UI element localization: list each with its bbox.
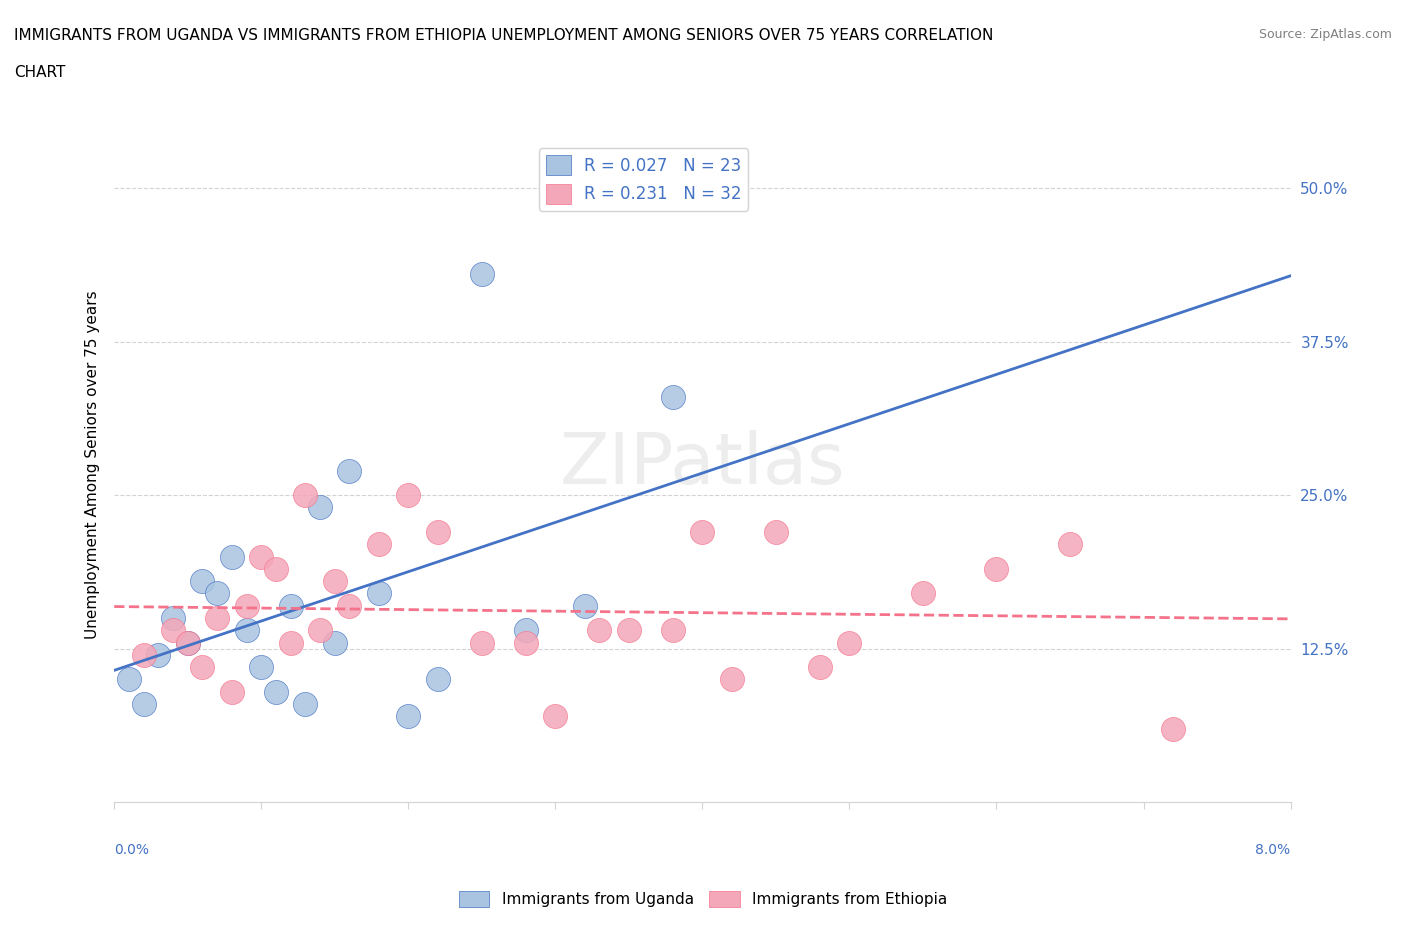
Point xyxy=(323,574,346,589)
Text: ZIPatlas: ZIPatlas xyxy=(560,430,845,498)
Point xyxy=(235,598,257,613)
Point xyxy=(986,562,1008,577)
Point xyxy=(396,709,419,724)
Point xyxy=(235,623,257,638)
Point xyxy=(692,525,714,539)
Point xyxy=(617,623,640,638)
Point xyxy=(396,487,419,502)
Point xyxy=(294,487,316,502)
Point xyxy=(177,635,200,650)
Point xyxy=(280,635,302,650)
Point xyxy=(339,463,361,478)
Point xyxy=(1059,537,1081,551)
Point xyxy=(911,586,934,601)
Point xyxy=(662,390,685,405)
Point xyxy=(471,635,494,650)
Point xyxy=(264,684,287,699)
Point xyxy=(471,267,494,282)
Point xyxy=(221,684,243,699)
Y-axis label: Unemployment Among Seniors over 75 years: Unemployment Among Seniors over 75 years xyxy=(86,290,100,639)
Text: CHART: CHART xyxy=(14,65,66,80)
Point xyxy=(221,549,243,564)
Point xyxy=(205,586,228,601)
Point xyxy=(148,647,170,662)
Text: IMMIGRANTS FROM UGANDA VS IMMIGRANTS FROM ETHIOPIA UNEMPLOYMENT AMONG SENIORS OV: IMMIGRANTS FROM UGANDA VS IMMIGRANTS FRO… xyxy=(14,28,994,43)
Point xyxy=(309,500,332,515)
Point xyxy=(838,635,860,650)
Point xyxy=(250,549,273,564)
Point xyxy=(339,598,361,613)
Point xyxy=(309,623,332,638)
Point xyxy=(162,610,184,625)
Text: 0.0%: 0.0% xyxy=(114,843,149,857)
Point xyxy=(662,623,685,638)
Point xyxy=(426,672,449,687)
Point xyxy=(323,635,346,650)
Point xyxy=(264,562,287,577)
Point xyxy=(808,659,831,674)
Text: Source: ZipAtlas.com: Source: ZipAtlas.com xyxy=(1258,28,1392,41)
Legend: Immigrants from Uganda, Immigrants from Ethiopia: Immigrants from Uganda, Immigrants from … xyxy=(453,884,953,913)
Point xyxy=(177,635,200,650)
Point xyxy=(205,610,228,625)
Point xyxy=(426,525,449,539)
Text: 8.0%: 8.0% xyxy=(1256,843,1291,857)
Point xyxy=(367,537,389,551)
Legend: R = 0.027   N = 23, R = 0.231   N = 32: R = 0.027 N = 23, R = 0.231 N = 32 xyxy=(538,149,748,211)
Point xyxy=(1161,721,1184,736)
Point xyxy=(515,635,537,650)
Point xyxy=(574,598,596,613)
Point xyxy=(720,672,742,687)
Point xyxy=(118,672,141,687)
Point xyxy=(515,623,537,638)
Point xyxy=(162,623,184,638)
Point xyxy=(294,697,316,711)
Point xyxy=(250,659,273,674)
Point xyxy=(280,598,302,613)
Point xyxy=(544,709,567,724)
Point xyxy=(367,586,389,601)
Point xyxy=(765,525,787,539)
Point xyxy=(191,659,214,674)
Point xyxy=(191,574,214,589)
Point xyxy=(588,623,610,638)
Point xyxy=(132,647,155,662)
Point xyxy=(132,697,155,711)
